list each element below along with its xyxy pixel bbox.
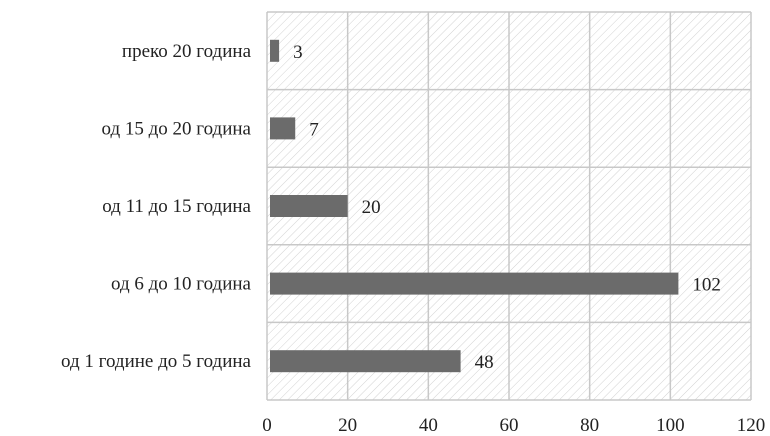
category-label: преко 20 година	[122, 41, 252, 62]
category-label: од 11 до 15 година	[102, 196, 251, 217]
bar	[270, 117, 296, 140]
data-label: 48	[475, 352, 494, 373]
category-label: од 15 до 20 година	[102, 118, 252, 139]
data-label: 7	[309, 119, 319, 140]
x-tick-label: 40	[419, 415, 438, 436]
bar	[270, 195, 348, 217]
category-label: од 1 године до 5 година	[61, 351, 252, 372]
x-tick-label: 100	[656, 415, 685, 436]
category-label: од 6 до 10 година	[111, 274, 252, 295]
data-label: 102	[692, 275, 721, 296]
data-label: 20	[362, 197, 381, 218]
x-tick-label: 80	[580, 415, 599, 436]
x-tick-label: 20	[338, 415, 357, 436]
x-tick-label: 0	[262, 415, 272, 436]
data-label: 3	[293, 42, 303, 63]
bar	[270, 39, 280, 62]
category-labels: преко 20 година од 15 до 20 година од 11 д…	[61, 41, 252, 372]
bar	[270, 350, 461, 373]
x-tick-labels: 0 20 40 60 80 100 120	[262, 415, 765, 436]
bar	[270, 272, 679, 295]
data-labels: 3 7 20 102 48	[293, 42, 721, 373]
x-tick-label: 60	[500, 415, 519, 436]
bars	[270, 39, 679, 373]
x-tick-label: 120	[737, 415, 766, 436]
